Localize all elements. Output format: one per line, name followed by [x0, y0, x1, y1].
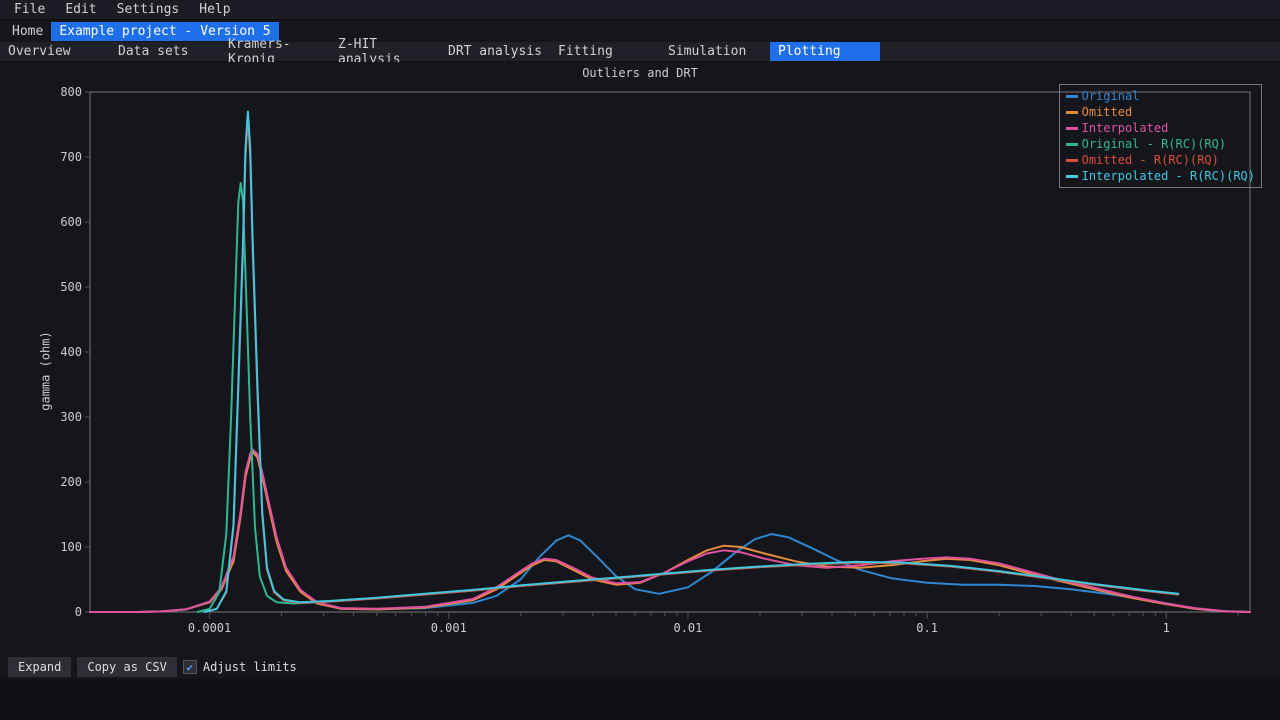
legend-label: Interpolated - R(RC)(RQ) [1082, 168, 1255, 184]
legend-item[interactable]: Interpolated - R(RC)(RQ) [1066, 168, 1255, 184]
legend-item[interactable]: Original - R(RC)(RQ) [1066, 136, 1255, 152]
svg-text:0.0001: 0.0001 [188, 621, 231, 635]
legend-label: Interpolated [1082, 120, 1169, 136]
tab-overview[interactable]: Overview [0, 42, 110, 61]
legend-item[interactable]: Original [1066, 88, 1255, 104]
svg-text:600: 600 [60, 215, 82, 229]
tab-kk[interactable]: Kramers-Kronig [220, 42, 330, 61]
tab-simulation[interactable]: Simulation [660, 42, 770, 61]
y-axis-label: gamma (ohm) [39, 331, 53, 410]
svg-text:200: 200 [60, 475, 82, 489]
svg-text:500: 500 [60, 280, 82, 294]
legend-label: Omitted - R(RC)(RQ) [1082, 152, 1219, 168]
footer-bar: Expand Copy as CSV ✔ Adjust limits [0, 655, 1280, 679]
legend-swatch [1066, 159, 1078, 162]
legend-label: Omitted [1082, 104, 1133, 120]
menu-settings[interactable]: Settings [107, 0, 190, 19]
legend-swatch [1066, 175, 1078, 178]
menu-edit[interactable]: Edit [55, 0, 106, 19]
menu-help[interactable]: Help [189, 0, 240, 19]
svg-text:1: 1 [1163, 621, 1170, 635]
legend-swatch [1066, 95, 1078, 98]
adjust-limits-checkbox[interactable]: ✔ Adjust limits [183, 660, 297, 674]
checkbox-icon: ✔ [183, 660, 197, 674]
svg-text:800: 800 [60, 85, 82, 99]
svg-text:700: 700 [60, 150, 82, 164]
legend: OriginalOmittedInterpolatedOriginal - R(… [1059, 84, 1262, 188]
tab-fitting[interactable]: Fitting [550, 42, 660, 61]
legend-label: Original [1082, 88, 1140, 104]
svg-text:100: 100 [60, 540, 82, 554]
copy-csv-button[interactable]: Copy as CSV [77, 657, 176, 677]
svg-text:0.1: 0.1 [916, 621, 938, 635]
expand-button[interactable]: Expand [8, 657, 71, 677]
legend-item[interactable]: Omitted - R(RC)(RQ) [1066, 152, 1255, 168]
svg-text:300: 300 [60, 410, 82, 424]
legend-item[interactable]: Interpolated [1066, 120, 1255, 136]
legend-swatch [1066, 111, 1078, 114]
tab-plotting[interactable]: Plotting [770, 42, 880, 61]
adjust-limits-label: Adjust limits [203, 660, 297, 674]
tab-drt[interactable]: DRT analysis [440, 42, 550, 61]
svg-text:0.001: 0.001 [431, 621, 467, 635]
chart-title: Outliers and DRT [0, 66, 1280, 80]
svg-text:0: 0 [75, 605, 82, 619]
legend-item[interactable]: Omitted [1066, 104, 1255, 120]
chart-area: Outliers and DRT gamma (ohm) tau (s) 010… [0, 62, 1280, 679]
svg-text:0.01: 0.01 [673, 621, 702, 635]
tab-data-sets[interactable]: Data sets [110, 42, 220, 61]
menubar: File Edit Settings Help [0, 0, 1280, 20]
tabbar: Overview Data sets Kramers-Kronig Z-HIT … [0, 42, 1280, 62]
tab-zhit[interactable]: Z-HIT analysis [330, 42, 440, 61]
legend-swatch [1066, 127, 1078, 130]
menu-file[interactable]: File [4, 0, 55, 19]
legend-label: Original - R(RC)(RQ) [1082, 136, 1227, 152]
breadcrumb-home[interactable]: Home [4, 22, 51, 41]
legend-swatch [1066, 143, 1078, 146]
breadcrumb: Home Example project - Version 5 [0, 20, 1280, 42]
svg-text:400: 400 [60, 345, 82, 359]
